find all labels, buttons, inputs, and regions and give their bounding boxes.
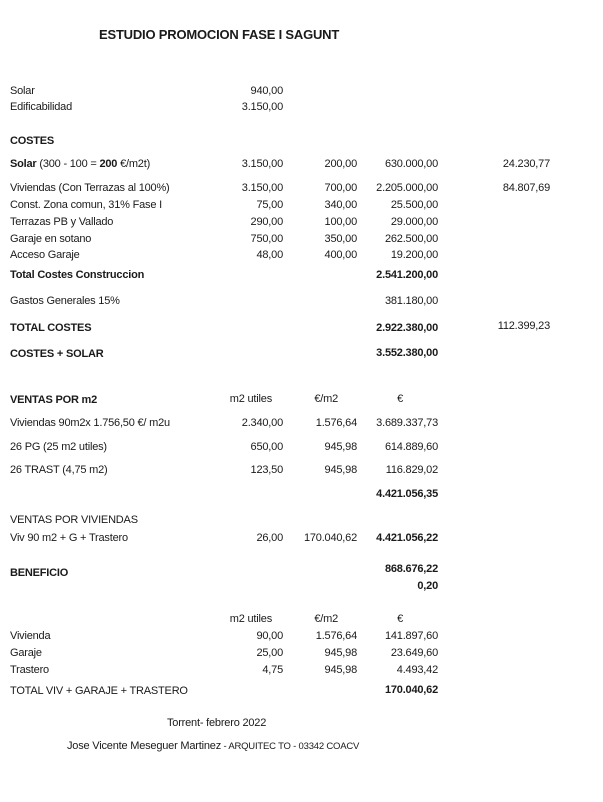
unit-row-c2: 945,98 [324, 664, 358, 676]
gastos-value: 381.180,00 [384, 295, 438, 307]
costes-heading: COSTES [10, 135, 55, 147]
beneficio-label: BENEFICIO [10, 567, 69, 579]
total-costes-label: TOTAL COSTES [10, 322, 92, 334]
ventas-row-c2: 945,98 [324, 464, 358, 476]
gastos-label: Gastos Generales 15% [10, 295, 120, 307]
author-name: Jose Vicente Meseguer Martinez [67, 740, 221, 752]
viv-row-c2: 170.040,62 [303, 532, 357, 544]
col-m2-utiles: m2 utiles [229, 393, 272, 405]
costes-solar-label: COSTES + SOLAR [10, 348, 104, 360]
cost-row-c2: 350,00 [324, 233, 358, 245]
unit-row-c2: 945,98 [324, 647, 358, 659]
solar-cost-label: Solar (300 - 100 = 200 €/m2t) [10, 157, 150, 171]
unit-row-label: Vivienda [10, 630, 51, 642]
signature-line: Jose Vicente Meseguer Martinez - ARQUITE… [67, 739, 359, 754]
cost-row-c3: 262.500,00 [384, 233, 438, 245]
cost-row-c2: 700,00 [324, 182, 358, 194]
total-construccion-label: Total Costes Construccion [10, 269, 145, 281]
solar-cost-label-part: Solar [10, 158, 37, 170]
costes-solar-value: 3.552.380,00 [376, 347, 438, 359]
cost-row-c2: 340,00 [324, 199, 358, 211]
cost-row-label: Terrazas PB y Vallado [10, 216, 114, 228]
solar-cost-c4: 24.230,77 [502, 158, 550, 170]
cost-row-c1: 290,00 [250, 216, 284, 228]
place-date: Torrent- febrero 2022 [167, 717, 267, 729]
unit-row-label: Trastero [10, 664, 49, 676]
ventas-row-c2: 945,98 [324, 441, 358, 453]
total-costes-c4: 112.399,23 [497, 320, 550, 332]
cost-row-c1: 3.150,00 [241, 182, 283, 194]
unit-total-value: 170.040,62 [384, 684, 438, 696]
unit-col-m2-utiles: m2 utiles [229, 613, 272, 625]
solar-value: 940,00 [250, 85, 284, 97]
cost-row-label: Garaje en sotano [10, 233, 92, 245]
ventas-row-c1: 2.340,00 [241, 417, 283, 429]
viv-row-c1: 26,00 [256, 532, 283, 544]
cost-row-c2: 100,00 [324, 216, 358, 228]
ventas-row-c3: 116.829,02 [385, 464, 438, 476]
cost-row-label: Const. Zona comun, 31% Fase I [10, 199, 162, 211]
cost-row-c1: 750,00 [250, 233, 284, 245]
unit-col-eur: € [397, 613, 403, 625]
unit-row-c1: 90,00 [256, 630, 283, 642]
ventas-row-label: 26 TRAST (4,75 m2) [10, 464, 108, 476]
unit-col-eur-m2: €/m2 [314, 613, 338, 625]
unit-row-c2: 1.576,64 [315, 630, 357, 642]
solar-cost-c3: 630.000,00 [384, 158, 438, 170]
viv-row-label: Viv 90 m2 + G + Trastero [10, 532, 128, 544]
cost-row-c3: 25.500,00 [390, 199, 438, 211]
solar-label: Solar [10, 85, 35, 97]
unit-row-c3: 141.897,60 [384, 630, 438, 642]
ventas-row-c3: 3.689.337,73 [376, 417, 438, 429]
ventas-m2-total: 4.421.056,35 [376, 488, 438, 500]
ventas-row-label: 26 PG (25 m2 utiles) [10, 441, 107, 453]
edificabilidad-value: 3.150,00 [241, 101, 283, 113]
cost-row-c1: 48,00 [256, 249, 283, 261]
ventas-row-c3: 614.889,60 [384, 441, 438, 453]
unit-row-c3: 23.649,60 [390, 647, 438, 659]
total-construccion-value: 2.541.200,00 [376, 269, 438, 281]
ventas-row-c1: 123,50 [250, 464, 284, 476]
solar-cost-c2: 200,00 [324, 158, 358, 170]
cost-row-c4: 84.807,69 [502, 182, 550, 194]
document-title: ESTUDIO PROMOCION FASE I SAGUNT [99, 27, 340, 42]
cost-row-label: Viviendas (Con Terrazas al 100%) [10, 182, 170, 194]
unit-row-c3: 4.493,42 [396, 664, 438, 676]
total-costes-value: 2.922.380,00 [376, 322, 438, 334]
solar-cost-label-part: 200 [99, 158, 118, 170]
cost-row-c1: 75,00 [256, 199, 283, 211]
ventas-m2-heading: VENTAS POR m2 [10, 394, 98, 406]
unit-row-c1: 25,00 [256, 647, 283, 659]
cost-row-c3: 29.000,00 [390, 216, 438, 228]
cost-row-c3: 2.205.000,00 [376, 182, 438, 194]
ventas-row-c2: 1.576,64 [315, 417, 357, 429]
author-role: - ARQUITEC TO - 03342 COACV [221, 741, 360, 752]
edificabilidad-label: Edificabilidad [10, 101, 73, 113]
ventas-row-c1: 650,00 [250, 441, 284, 453]
cost-row-label: Acceso Garaje [10, 249, 80, 261]
solar-cost-label-part: €/m2t) [117, 158, 151, 170]
beneficio-ratio: 0,20 [417, 580, 438, 592]
solar-cost-c1: 3.150,00 [241, 158, 283, 170]
solar-cost-label-part: (300 - 100 = [36, 158, 100, 170]
cost-row-c2: 400,00 [324, 249, 358, 261]
col-eur-m2: €/m2 [314, 393, 338, 405]
col-eur: € [397, 393, 403, 405]
unit-row-c1: 4,75 [262, 664, 283, 676]
unit-total-label: TOTAL VIV + GARAJE + TRASTERO [10, 685, 188, 697]
ventas-row-label: Viviendas 90m2x 1.756,50 €/ m2u [10, 417, 170, 429]
beneficio-value: 868.676,22 [384, 563, 438, 575]
unit-row-label: Garaje [10, 647, 42, 659]
ventas-viviendas-heading: VENTAS POR VIVIENDAS [10, 514, 138, 526]
viv-row-c3: 4.421.056,22 [376, 532, 438, 544]
cost-row-c3: 19.200,00 [390, 249, 438, 261]
